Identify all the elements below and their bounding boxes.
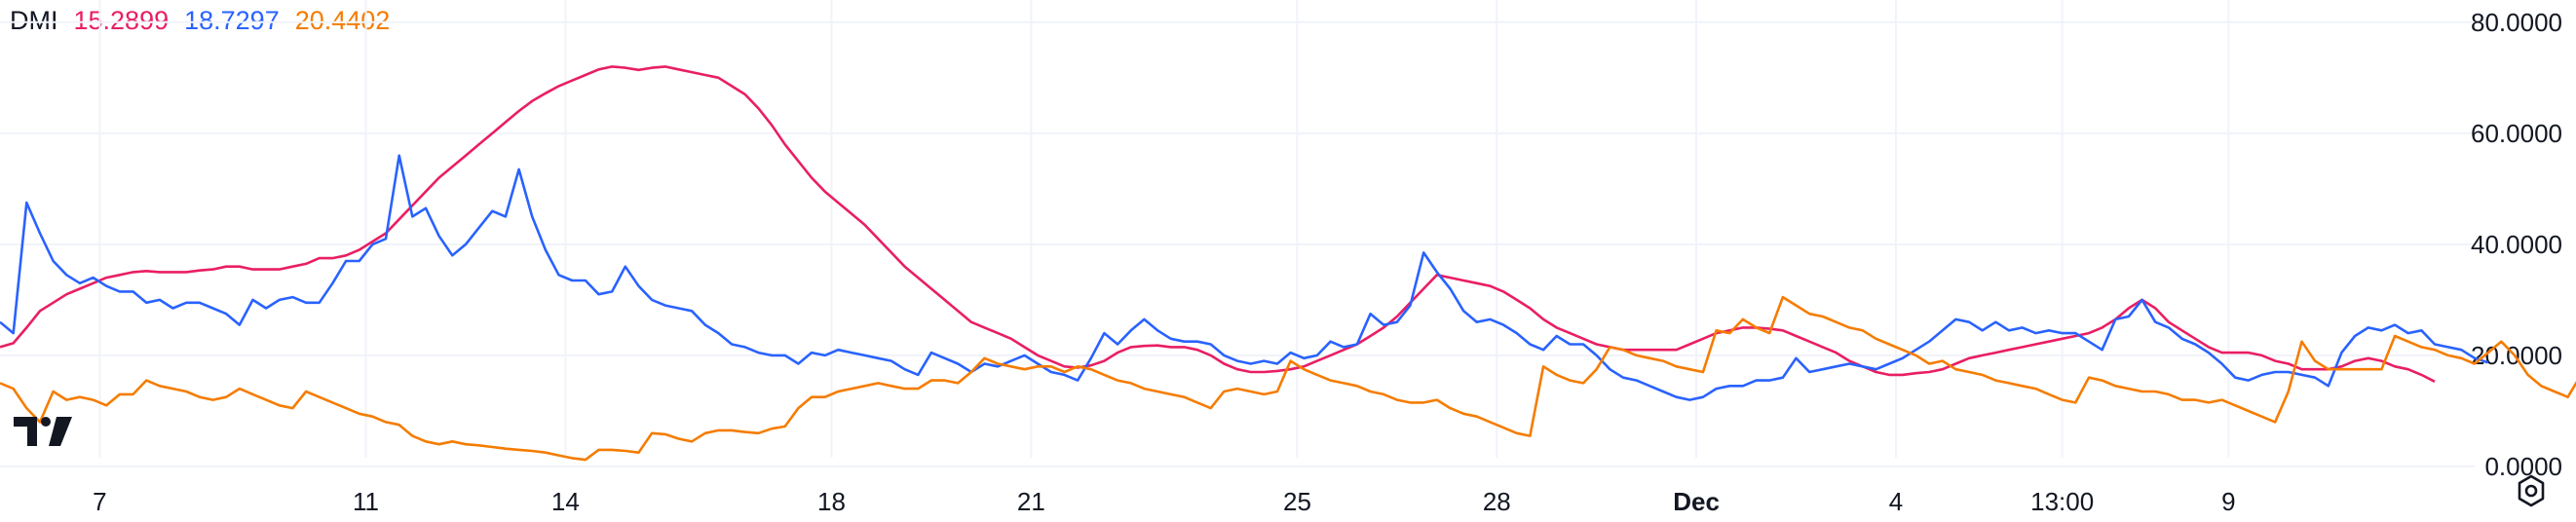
x-tick-label: 13:00 <box>2030 487 2094 516</box>
y-tick-label: 40.0000 <box>2471 230 2562 259</box>
chart-grid <box>0 0 2475 467</box>
x-tick-label: 11 <box>353 487 379 516</box>
series-line-minus-di <box>0 295 2576 462</box>
y-tick-label: 0.0000 <box>2484 452 2562 481</box>
legend-value-minus-di: 20.4402 <box>294 6 391 35</box>
legend-value-adx: 15.2899 <box>73 6 170 35</box>
x-tick-label: 9 <box>2221 487 2235 516</box>
settings-gear-icon[interactable] <box>2514 473 2549 513</box>
dmi-legend: DMI 15.2899 18.7297 20.4402 <box>10 6 390 36</box>
series-line-plus-di <box>0 154 2489 401</box>
tradingview-logo-icon[interactable] <box>14 417 76 451</box>
x-tick-label: 25 <box>1283 487 1311 516</box>
x-axis: 7 11 14 18 21 25 28 Dec 4 13:00 9 <box>93 487 2235 516</box>
series-line-adx <box>0 65 2436 383</box>
y-tick-label: 80.0000 <box>2471 8 2562 37</box>
y-tick-label: 60.0000 <box>2471 119 2562 148</box>
x-tick-label: Dec <box>1673 487 1720 516</box>
legend-indicator-name: DMI <box>10 6 58 35</box>
x-tick-label: 18 <box>817 487 846 516</box>
x-tick-label: 28 <box>1483 487 1511 516</box>
legend-value-plus-di: 18.7297 <box>184 6 280 35</box>
chart-series <box>0 65 2576 462</box>
x-tick-label: 7 <box>93 487 106 516</box>
x-tick-label: 21 <box>1017 487 1045 516</box>
x-tick-label: 14 <box>551 487 580 516</box>
x-tick-label: 4 <box>1889 487 1903 516</box>
